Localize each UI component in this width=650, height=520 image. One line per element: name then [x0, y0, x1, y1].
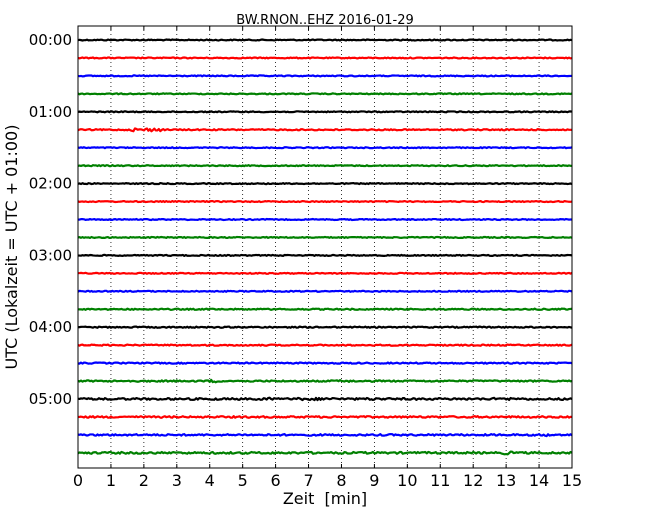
x-tick-label: 6	[271, 471, 281, 490]
y-tick-label: 03:00	[29, 246, 72, 264]
trace-line	[77, 415, 573, 419]
trace-line	[77, 361, 573, 365]
y-tick-label: 01:00	[29, 103, 72, 121]
x-tick-label: 13	[496, 471, 516, 490]
trace-line	[77, 217, 573, 222]
x-tick-label: 12	[463, 471, 483, 490]
x-tick-label: 10	[397, 471, 417, 490]
trace-line	[77, 74, 573, 78]
y-tick-label: 02:00	[29, 175, 72, 193]
x-tick-label: 7	[303, 471, 313, 490]
x-tick-label: 9	[369, 471, 379, 490]
trace-line	[77, 343, 573, 347]
x-tick-label: 1	[106, 471, 116, 490]
trace-line	[77, 307, 573, 311]
y-tick-label: 00:00	[29, 31, 72, 49]
trace-line	[77, 182, 573, 186]
trace-line	[77, 235, 573, 240]
trace-line	[77, 271, 573, 275]
chart-title: BW.RNON..EHZ 2016-01-29	[236, 13, 414, 28]
x-tick-label: 3	[172, 471, 182, 490]
x-tick-label: 0	[73, 471, 83, 490]
trace-line	[77, 164, 573, 168]
trace-line	[77, 146, 573, 150]
x-tick-label: 11	[430, 471, 450, 490]
trace-line	[77, 127, 573, 133]
x-axis-label: Zeit [min]	[283, 489, 367, 508]
y-ticks: 00:00 01:00 02:00 03:00 04:00 05:00	[29, 31, 572, 408]
x-tick-label: 15	[562, 471, 582, 490]
y-tick-label: 05:00	[29, 390, 72, 408]
trace-line	[77, 432, 573, 438]
y-axis-label: UTC (Lokalzeit = UTC + 01:00)	[2, 125, 21, 370]
x-tick-label: 2	[139, 471, 149, 490]
x-tick-label: 8	[336, 471, 346, 490]
x-tick-label: 14	[529, 471, 549, 490]
plot-frame	[77, 25, 573, 469]
trace-line	[77, 253, 573, 257]
trace-line	[77, 289, 573, 293]
trace-line	[77, 38, 573, 42]
x-tick-label: 5	[238, 471, 248, 490]
trace-line	[77, 56, 573, 60]
trace-line	[77, 92, 573, 96]
trace-line	[77, 199, 573, 204]
trace-line	[77, 325, 573, 329]
x-ticks: 0 1 2 3 4 5 6 7 8 9 10 11 12 13 14 15	[73, 26, 582, 490]
x-tick-label: 4	[205, 471, 215, 490]
trace-line	[77, 110, 573, 114]
trace-line	[77, 378, 573, 384]
trace-line	[77, 396, 573, 402]
trace-line	[77, 450, 573, 456]
traces	[77, 38, 573, 456]
grid-lines	[110, 26, 540, 468]
y-tick-label: 04:00	[29, 318, 72, 336]
